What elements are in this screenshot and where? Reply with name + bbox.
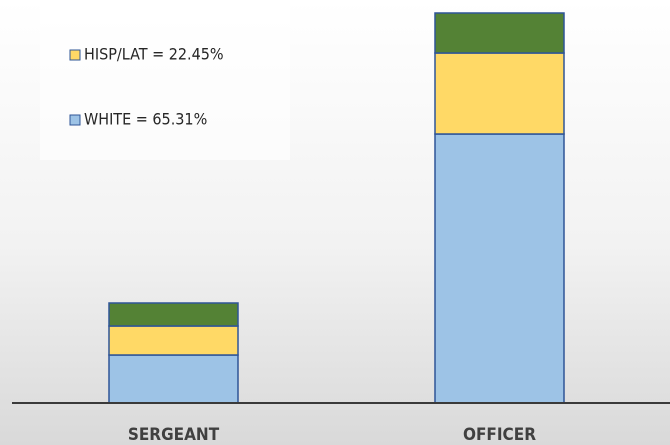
legend-box (40, 0, 290, 160)
legend-label: WHITE = 65.31% (84, 110, 207, 129)
legend-swatch (69, 114, 81, 126)
bar-segment (434, 12, 565, 54)
bar-segment (108, 325, 239, 356)
bar-segment (434, 52, 565, 135)
legend-swatch (69, 49, 81, 61)
bar-segment (108, 354, 239, 404)
bar-segment (108, 302, 239, 327)
bar-segment (434, 133, 565, 404)
x-tick-label: SERGEANT (128, 425, 220, 445)
plot: SERGEANT OFFICER WHITE = 65.31% HISP/LAT = … (69, 12, 565, 445)
x-tick-label: OFFICER (463, 425, 536, 445)
legend-label: HISP/LAT = 22.45% (84, 45, 224, 64)
